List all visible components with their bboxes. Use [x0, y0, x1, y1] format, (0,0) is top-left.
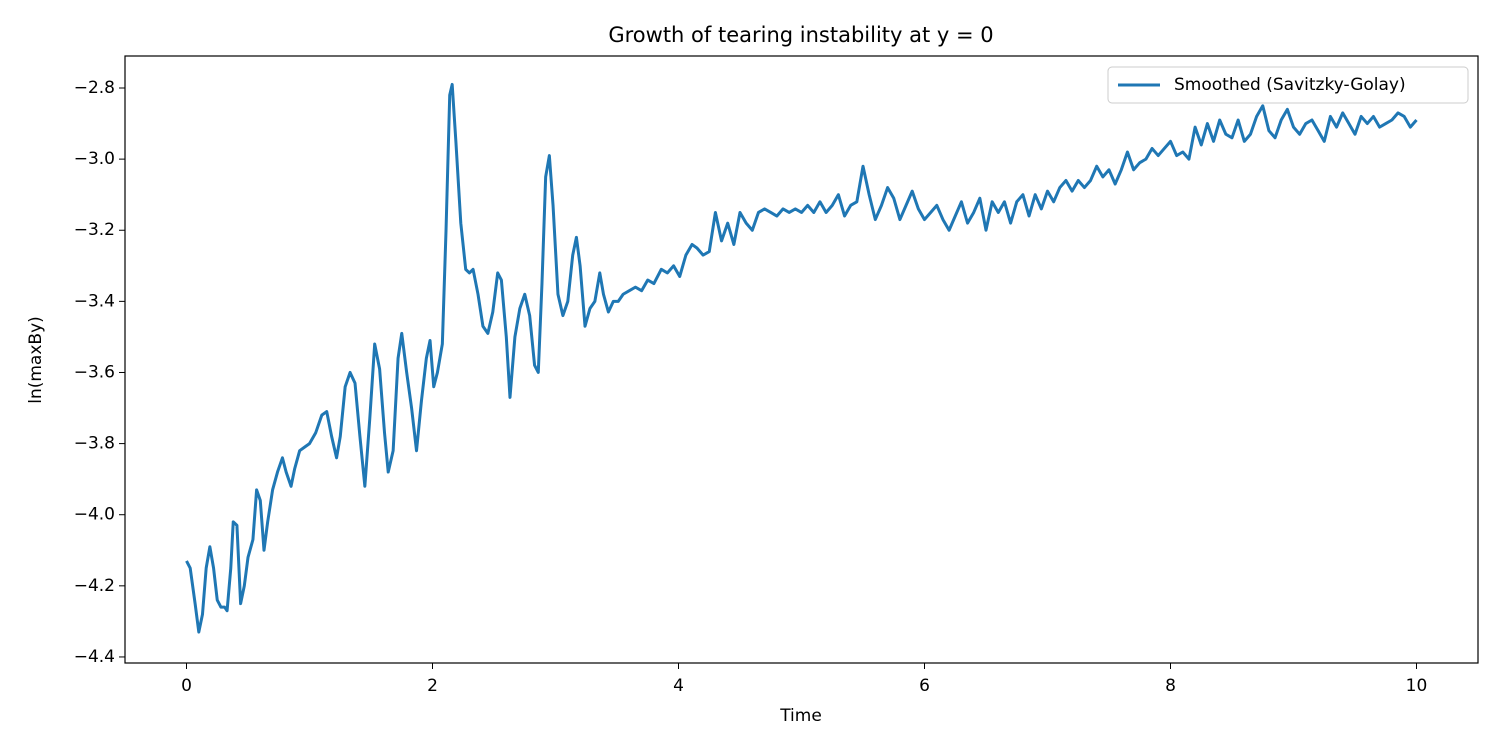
y-tick-label: −4.0 — [74, 505, 115, 525]
y-axis-label: ln(maxBy) — [26, 316, 46, 404]
x-tick-label: 0 — [181, 676, 192, 696]
plot-frame — [124, 55, 1479, 664]
x-axis-label: Time — [779, 706, 822, 726]
x-tick-label: 8 — [1165, 676, 1176, 696]
chart-title: Growth of tearing instability at y = 0 — [608, 23, 993, 47]
y-tick-label: −3.8 — [74, 434, 115, 454]
x-tick-label: 6 — [919, 676, 930, 696]
y-tick-label: −4.4 — [74, 647, 115, 667]
x-tick-label: 4 — [673, 676, 684, 696]
legend-label: Smoothed (Savitzky-Golay) — [1174, 75, 1406, 95]
line-series — [185, 82, 1418, 634]
y-tick-label: −2.8 — [74, 78, 115, 98]
x-tick-label: 10 — [1406, 676, 1428, 696]
y-tick-label: −3.0 — [74, 149, 115, 169]
y-tick-label: −3.4 — [74, 291, 115, 311]
y-tick-label: −3.6 — [74, 362, 115, 382]
x-tick-label: 2 — [427, 676, 438, 696]
legend-box — [1107, 66, 1469, 104]
y-tick-label: −4.2 — [74, 576, 115, 596]
y-tick-label: −3.2 — [74, 220, 115, 240]
